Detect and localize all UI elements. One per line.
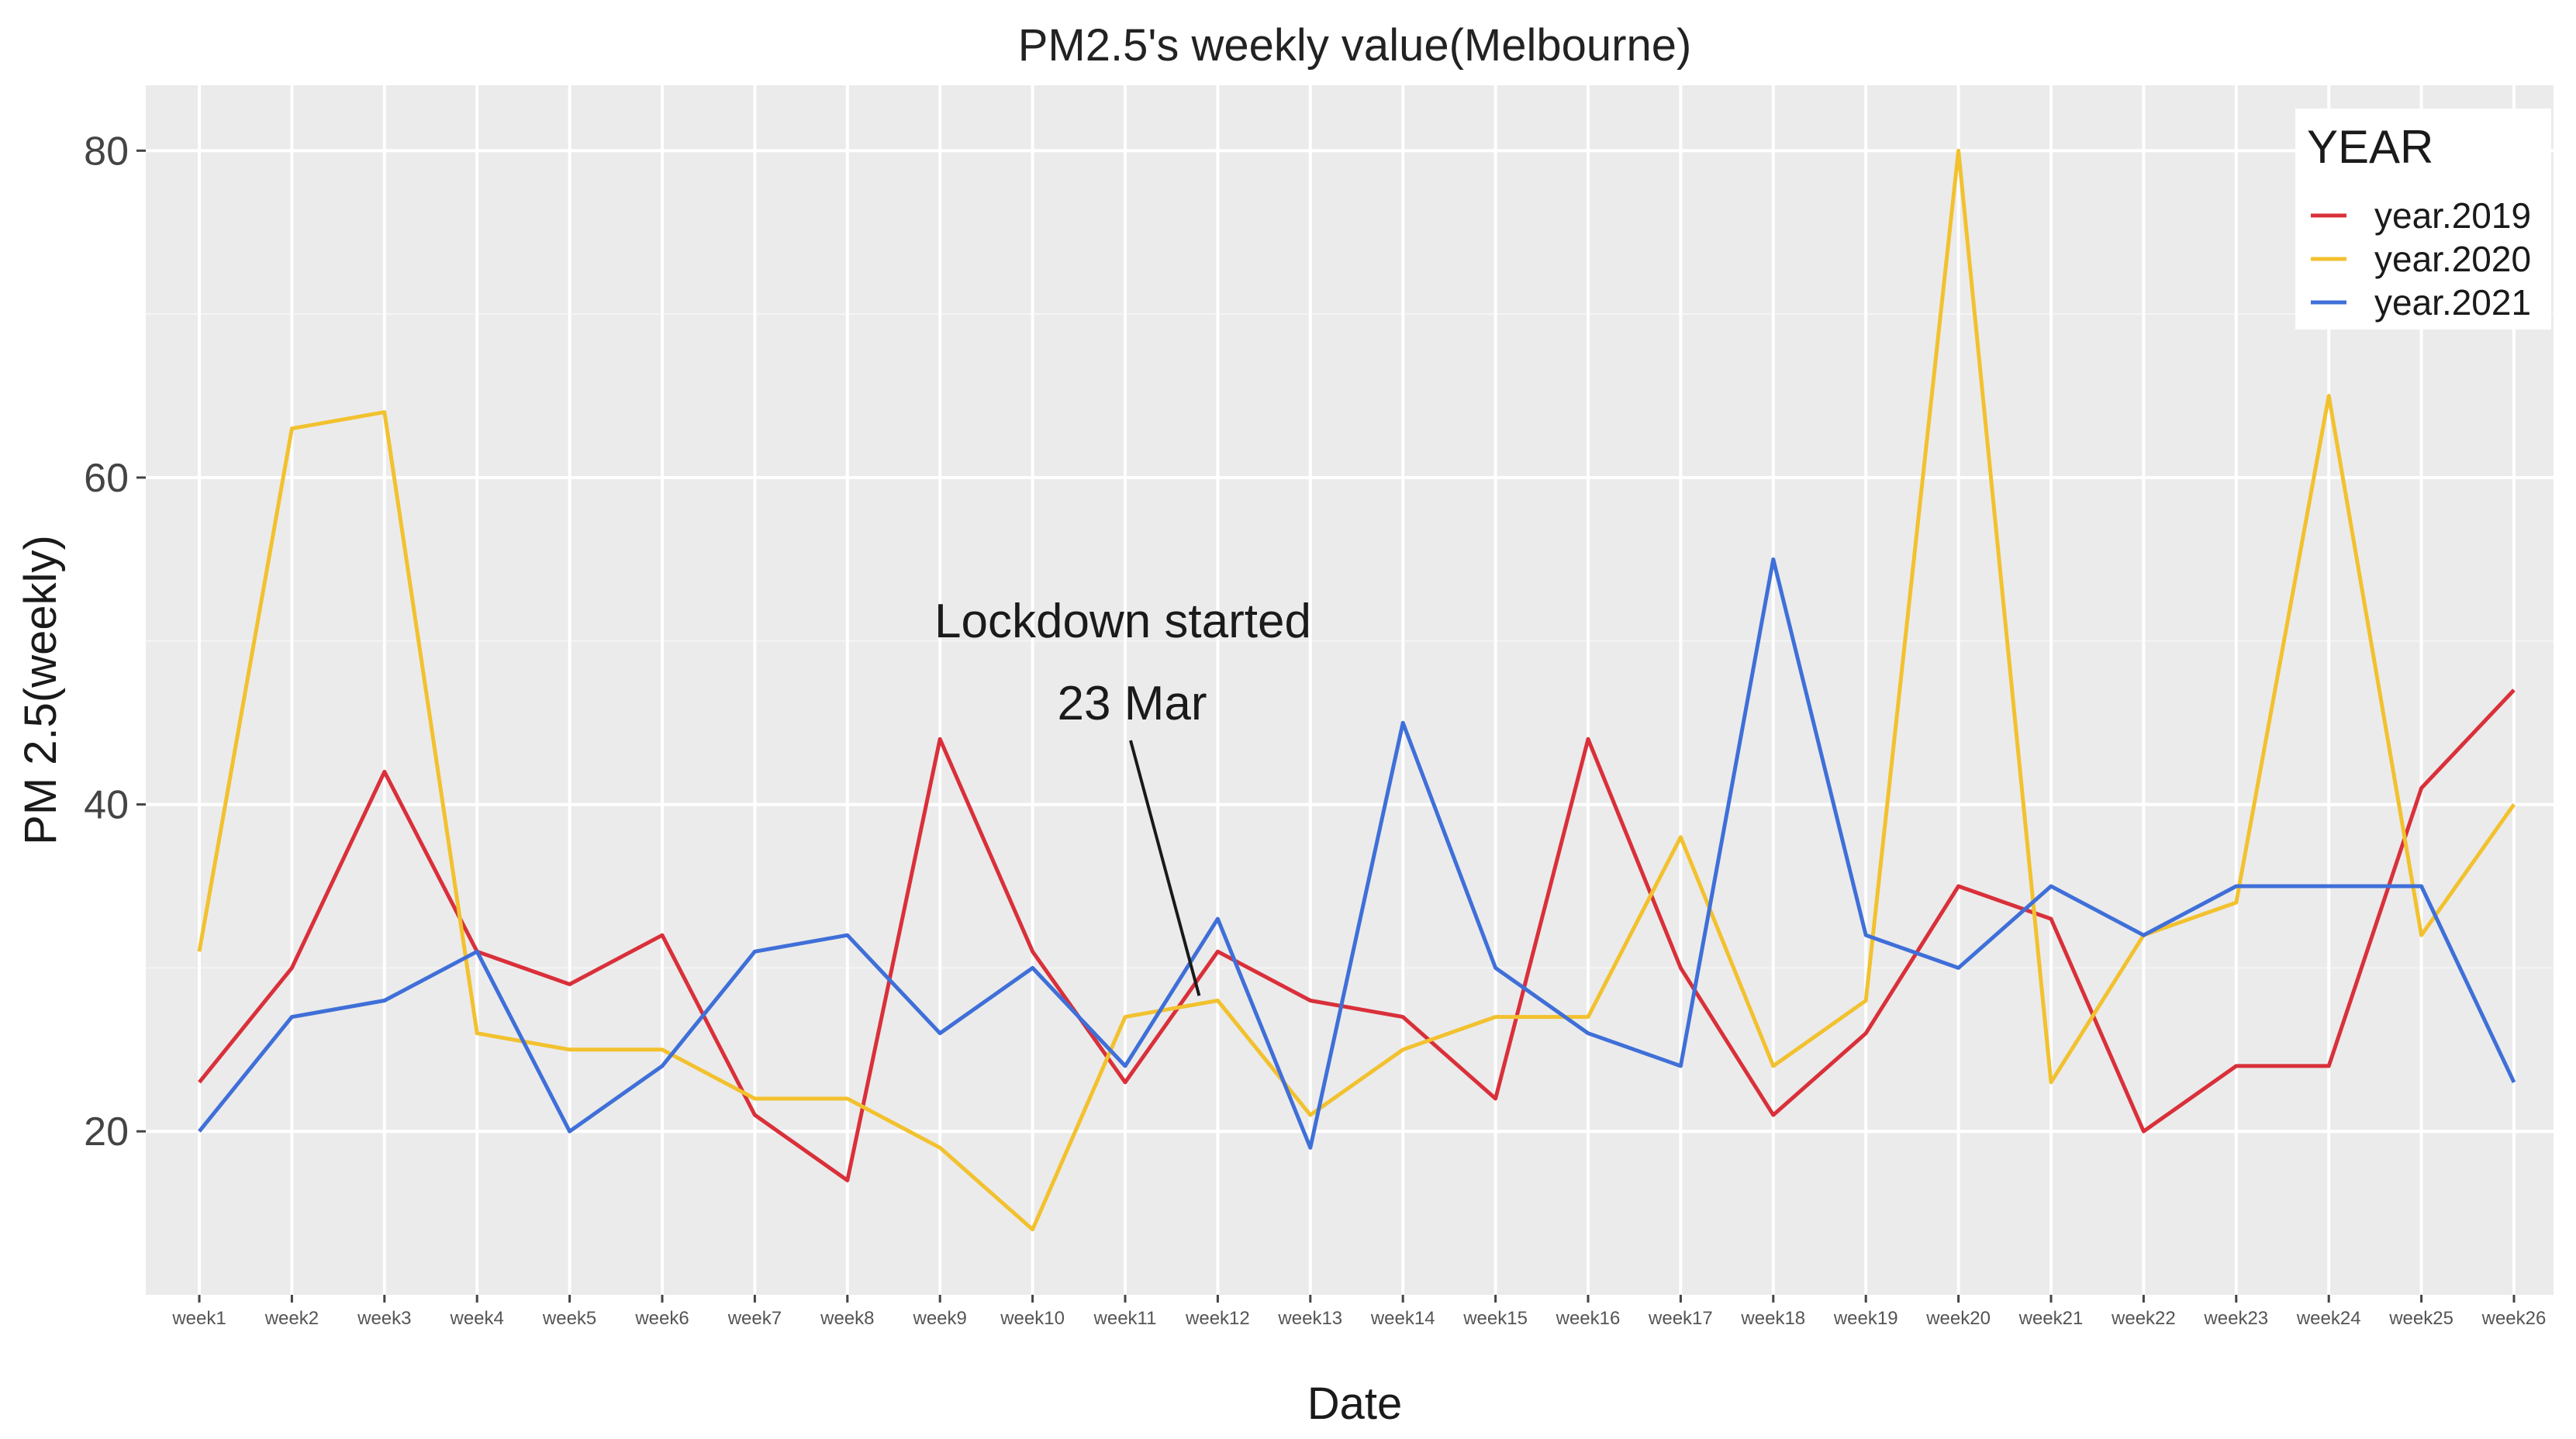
x-tick-label: week14 [1370,1308,1435,1329]
x-tick-label: week15 [1462,1308,1528,1329]
legend-box [2295,109,2551,330]
x-tick-label: week12 [1185,1308,1250,1329]
x-tick-label: week2 [264,1308,319,1329]
lockdown-annotation: Lockdown started 23 Mar [934,595,1311,996]
major-gridlines [146,85,2554,1295]
x-tick-label: week16 [1556,1308,1621,1329]
x-tick-label: week10 [1000,1308,1065,1329]
legend-title: YEAR [2307,121,2433,173]
plot-panel [146,85,2554,1295]
x-tick-label: week22 [2111,1308,2176,1329]
x-tick-label: week13 [1277,1308,1342,1329]
x-tick-label: week25 [2388,1308,2453,1329]
x-tick-label: week9 [913,1308,967,1329]
x-tick-label: week6 [634,1308,689,1329]
x-tick-label: week3 [357,1308,411,1329]
x-tick-label: week18 [1740,1308,1805,1329]
x-tick-label: week8 [820,1308,874,1329]
x-tick-label: week7 [727,1308,782,1329]
y-axis-title: PM 2.5(weekly) [16,535,66,845]
x-tick-label: week1 [171,1308,226,1329]
series-line-year-2019 [198,688,2516,1182]
x-tick-label: week21 [2018,1308,2084,1329]
legend-label: year.2020 [2374,239,2531,279]
series-line-year-2020 [197,148,2516,1232]
x-tick-label: week4 [450,1308,504,1329]
chart-title: PM2.5's weekly value(Melbourne) [1018,20,1692,71]
y-tick-label: 60 [84,456,129,501]
series-line-year-2021 [198,557,2516,1150]
x-axis-ticks: week1 week2 week3 week4 week5 week6 week7 week8… [171,1295,2546,1329]
x-tick-label: week23 [2203,1308,2268,1329]
y-tick-label: 80 [84,129,129,174]
x-axis-title: Date [1307,1379,1403,1429]
x-tick-label: week19 [1833,1308,1898,1329]
series-lines [197,148,2516,1232]
y-tick-label: 40 [84,783,129,828]
legend-label: year.2019 [2374,195,2531,236]
x-tick-label: week17 [1648,1308,1713,1329]
x-tick-label: week5 [542,1308,596,1329]
x-tick-label: week26 [2481,1308,2547,1329]
annotation-line1: Lockdown started [934,595,1311,648]
x-tick-label: week11 [1093,1308,1157,1329]
x-tick-label: week24 [2296,1308,2361,1329]
y-axis-ticks: 20 40 60 80 [84,129,146,1154]
legend-label: year.2021 [2374,282,2531,323]
y-tick-label: 20 [84,1109,129,1154]
annotation-arrow [1129,740,1201,996]
annotation-line2: 23 Mar [1058,677,1207,730]
x-tick-label: week20 [1925,1308,1991,1329]
